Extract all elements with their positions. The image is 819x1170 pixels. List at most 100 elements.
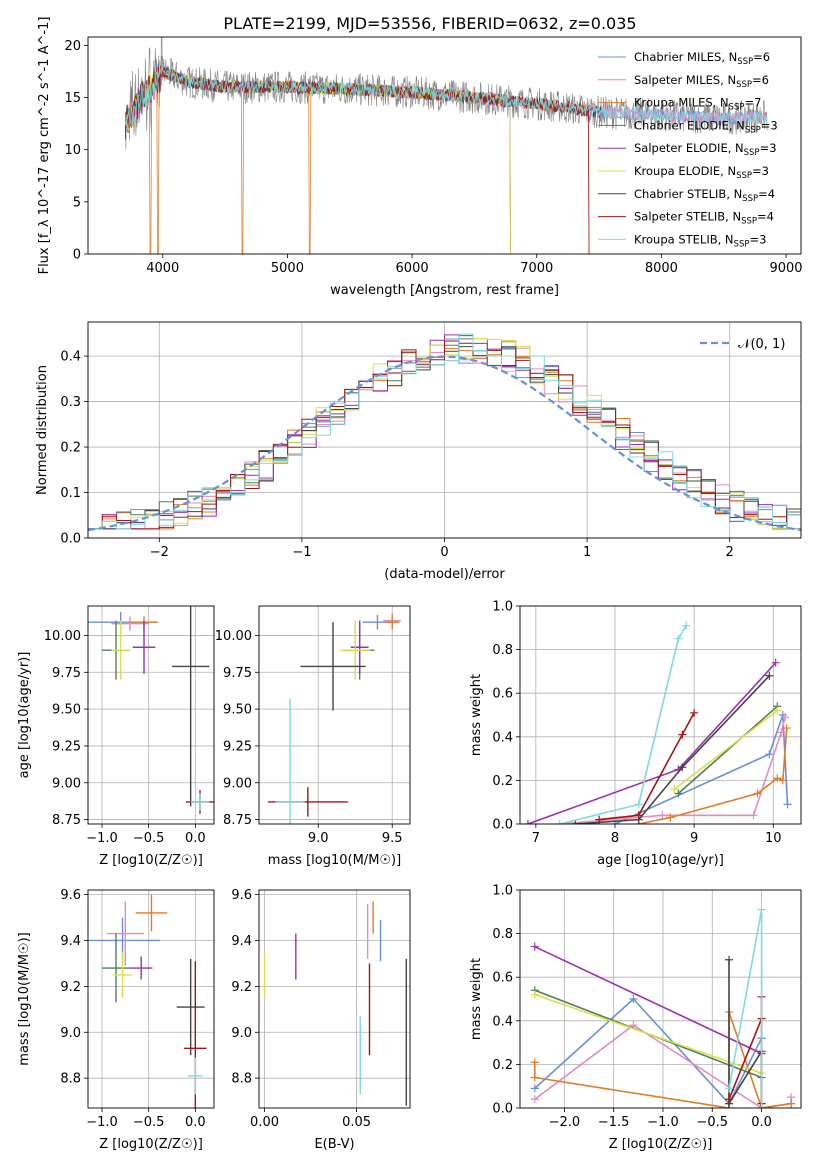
legend-label-tail: =6 [752, 73, 769, 87]
x-tick-label: −1.5 [598, 1115, 630, 1130]
weight-marker [783, 800, 792, 809]
grid [88, 606, 214, 824]
y-axis-label: Flux [f_λ 10^-17 erg cm^-2 s^-1 A^-1] [37, 17, 52, 275]
y-tick-label: 9.75 [223, 666, 252, 681]
y-tick-label: 9.6 [231, 888, 252, 903]
weight-marker [530, 942, 539, 951]
y-axis-label: Normed distribution [35, 365, 50, 495]
model-spectrum-line [125, 60, 768, 128]
weight-marker [634, 800, 643, 809]
y-tick-label: 9.2 [60, 980, 81, 995]
panel-6: −1.0 −0.5 0.0 8.8 9.0 9.2 9.4 9.6 Z [log10(Z/Z☉)… [17, 888, 215, 1152]
x-tick-label: 10 [765, 831, 782, 846]
axes-frame [87, 889, 215, 1109]
x-tick-label: −0.5 [133, 1115, 165, 1130]
gaussian-curve [88, 355, 801, 532]
weight-line [677, 705, 778, 795]
weight-marker [523, 820, 532, 824]
y-tick-label: 0.6 [492, 971, 513, 986]
x-tick-label: −1.0 [86, 831, 118, 846]
weight-marker [773, 706, 782, 715]
histogram-step [88, 333, 801, 538]
x-axis-label: Z [log10(Z/Z☉)] [99, 1137, 203, 1152]
x-tick-label: −0.5 [133, 831, 165, 846]
legend-label-tail: =4 [758, 187, 775, 201]
plot-area [88, 606, 214, 814]
legend-label: Salpeter ELODIE, NSSP=3 [634, 141, 777, 158]
x-tick-label: 2 [726, 545, 734, 560]
x-tick-label: 0.0 [751, 1115, 772, 1130]
x-axis-label: Z [log10(Z/Z☉)] [99, 853, 203, 868]
weight-marker [725, 1095, 734, 1104]
weight-marker [757, 905, 766, 914]
panel-7: 0.00 0.05 8.8 9.0 9.2 9.4 9.6 E(B-V) [231, 888, 411, 1152]
weight-marker [530, 1095, 539, 1104]
y-tick-label: 0.0 [492, 1102, 513, 1117]
weight-line [575, 675, 770, 824]
panel-4: 9.0 9.5 8.75 9.00 9.25 9.50 9.75 10.00 mass [log… [215, 605, 411, 868]
weight-marker [725, 1084, 734, 1093]
weight-marker [629, 995, 638, 1003]
plot-area [263, 901, 408, 1106]
axes-frame [87, 36, 802, 255]
weight-marker [749, 811, 758, 820]
histogram-step [88, 338, 801, 538]
y-tick-label: 9.25 [52, 739, 81, 754]
y-tick-label: 9.0 [60, 1026, 81, 1041]
y-tick-label: 10.00 [44, 629, 81, 644]
y-tick-label: 0.4 [492, 1014, 513, 1029]
x-axis-label: Z [log10(Z/Z☉)] [609, 1137, 713, 1152]
y-axis-label: mass weight [469, 958, 484, 1040]
x-axis-label: wavelength [Angstrom, rest frame] [330, 283, 559, 298]
legend-label-tail: =3 [760, 141, 777, 155]
legend-label: Chabrier STELIB, NSSP=4 [634, 187, 775, 204]
legend-label: Salpeter MILES, NSSP=6 [634, 73, 769, 90]
plot-area [125, 37, 768, 254]
y-tick-label: 8.75 [223, 813, 252, 828]
weight-marker [530, 990, 539, 999]
legend-label-tail: =3 [761, 118, 778, 132]
weight-line [673, 709, 778, 790]
y-tick-label: 9.4 [60, 934, 81, 949]
y-tick-label: 1.0 [492, 600, 513, 615]
x-tick-label: 9.0 [308, 831, 329, 846]
x-tick-label: 0 [440, 545, 448, 560]
legend-label: Chabrier MILES, NSSP=6 [634, 50, 770, 67]
y-tick-label: 8.8 [231, 1072, 252, 1087]
y-tick-label: 10 [64, 143, 81, 158]
weight-marker [757, 1104, 766, 1108]
y-axis-label: mass [log10(M/M☉)] [17, 932, 32, 1065]
legend-label: Chabrier ELODIE, NSSP=3 [634, 118, 778, 135]
legend-label: Salpeter STELIB, NSSP=4 [634, 210, 774, 227]
weight-marker [771, 658, 780, 667]
x-tick-label: 0.0 [185, 1115, 206, 1130]
weight-marker [690, 708, 699, 717]
x-tick-label: 4000 [146, 261, 179, 276]
y-tick-label: 0.0 [60, 532, 81, 547]
y-tick-label: 0.2 [60, 441, 81, 456]
legend-label: 𝒩(0, 1) [738, 337, 785, 352]
y-axis-label: age [log10(age/yr)] [17, 652, 32, 779]
y-tick-label: 10.00 [215, 629, 252, 644]
legend-label-subscript: SSP [742, 194, 758, 204]
x-axis-label: mass [log10(M/M☉)] [268, 853, 401, 868]
x-axis-label: age [log10(age/yr)] [597, 853, 724, 868]
x-axis-label: E(B-V) [314, 1137, 354, 1152]
x-tick-label: 5000 [271, 261, 304, 276]
x-tick-label: 0.0 [185, 831, 206, 846]
x-tick-label: 9000 [769, 261, 802, 276]
weight-marker [777, 728, 786, 737]
weight-marker [658, 811, 667, 820]
legend-label-subscript: SSP [741, 217, 757, 227]
y-tick-label: 1.0 [492, 884, 513, 899]
weight-marker [778, 776, 787, 785]
panel-3: −1.0 −0.5 0.0 8.75 9.00 9.25 9.50 9.75 10.00 Z [l… [17, 605, 215, 868]
weight-marker [666, 813, 675, 822]
weight-marker [674, 789, 683, 798]
y-tick-label: 0.6 [492, 687, 513, 702]
weight-marker [634, 811, 643, 820]
legend-label-subscript: SSP [737, 57, 753, 67]
axes-frame [87, 605, 215, 825]
x-tick-label: 7 [532, 831, 540, 846]
